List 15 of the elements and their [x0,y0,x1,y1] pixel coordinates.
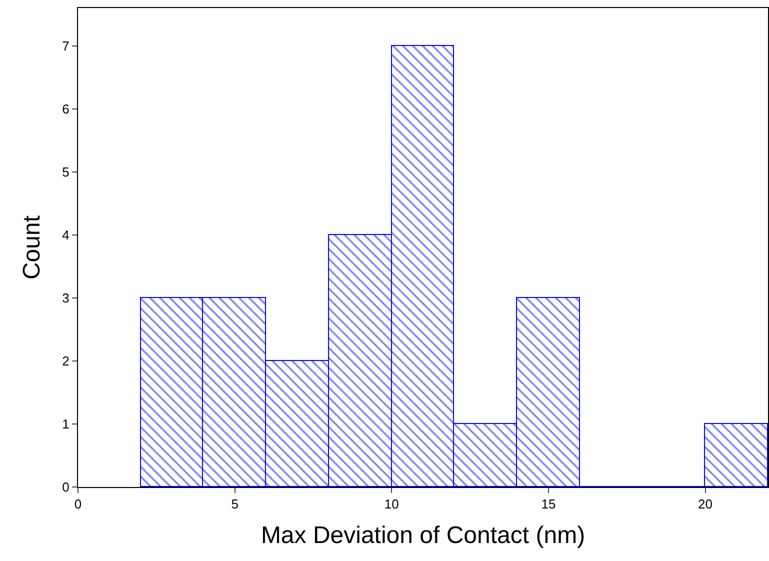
x-tick-label: 20 [698,496,713,512]
x-tick-label: 15 [541,496,556,512]
y-tick-label: 6 [62,101,70,116]
x-tick-label: 5 [231,496,238,512]
y-tick-label: 1 [62,416,70,432]
y-tick-label: 4 [62,227,70,242]
y-axis-title: Count [18,215,46,280]
y-tick-label: 2 [62,354,70,368]
x-axis-title: Max Deviation of Contact (nm) [260,522,586,549]
y-tick-label: 7 [62,38,70,54]
x-tick-label: 0 [74,496,82,512]
y-tick-label: 0 [62,480,70,495]
y-tick-label: 3 [62,290,70,306]
x-tick-label: 10 [384,496,399,512]
y-tick-label: 5 [62,164,70,180]
